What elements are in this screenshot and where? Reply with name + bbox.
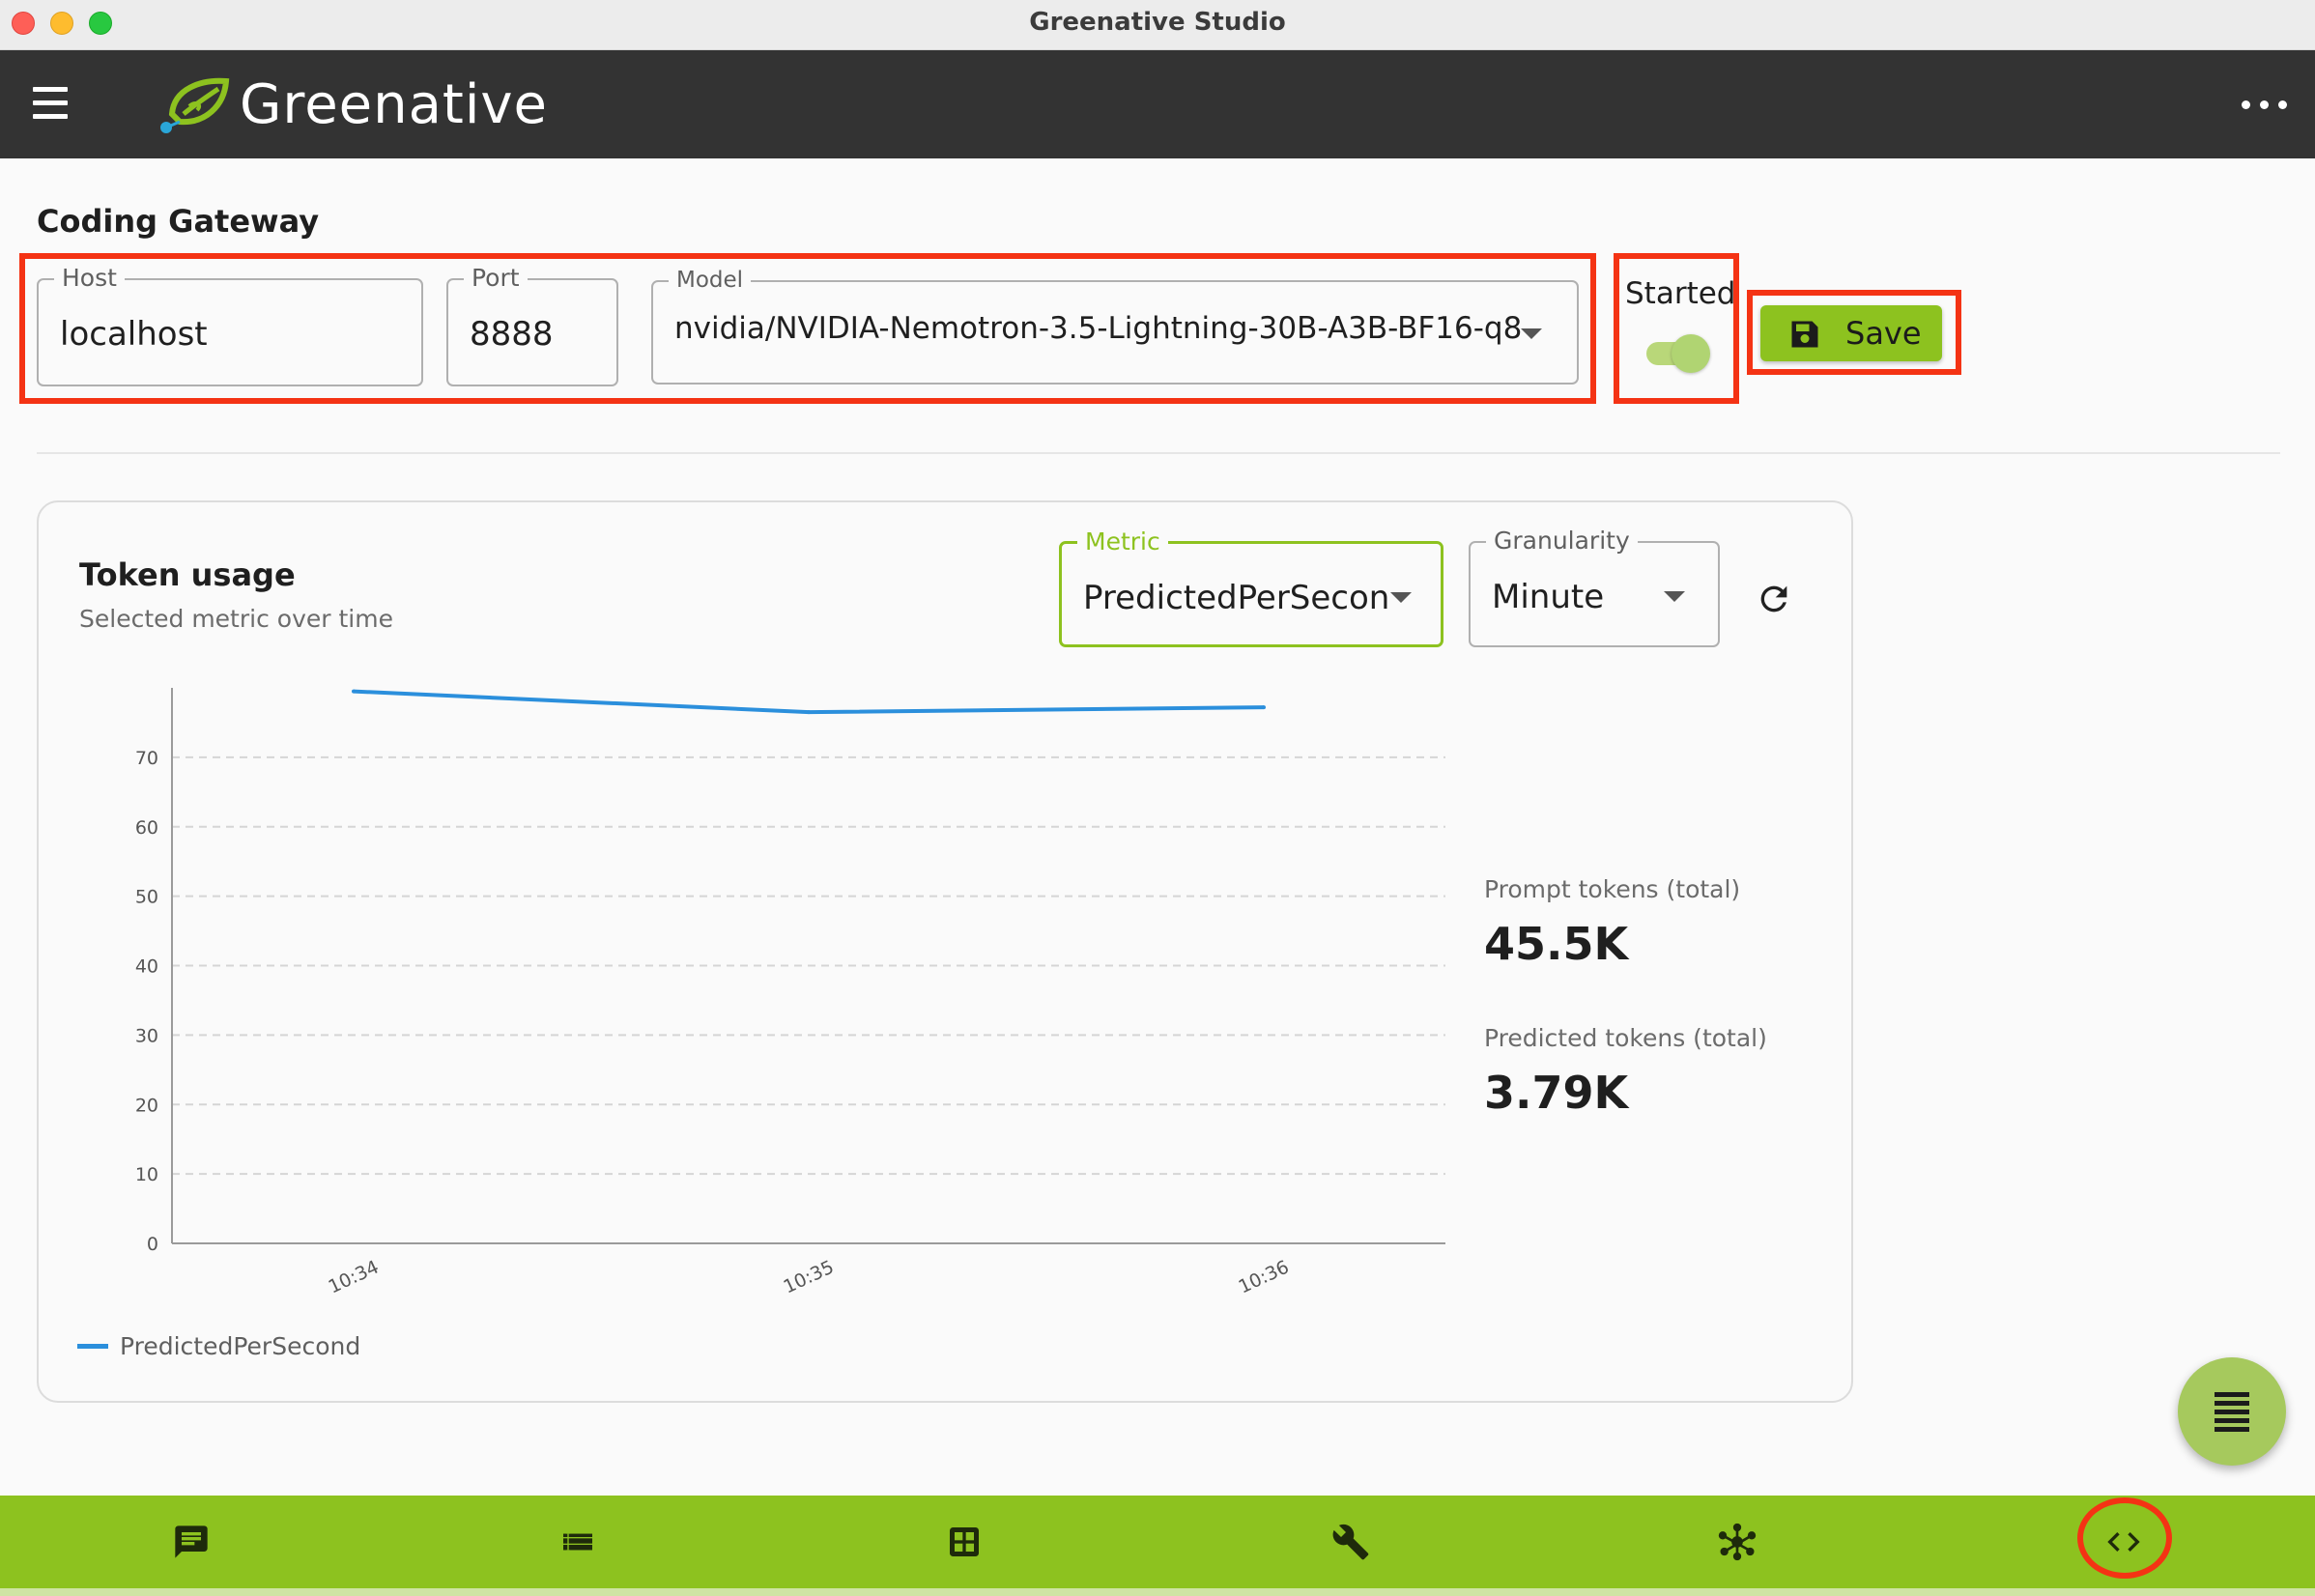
minimize-window-button[interactable] — [50, 12, 73, 35]
legend-label: PredictedPerSecond — [120, 1332, 361, 1360]
wrench-icon — [1332, 1524, 1369, 1560]
prompt-tokens-label: Prompt tokens (total) — [1484, 875, 1741, 903]
port-field-value[interactable]: 8888 — [470, 315, 554, 354]
bottom-strip — [0, 1588, 2315, 1596]
metric-select-value: PredictedPerSecon — [1083, 579, 1390, 617]
port-field[interactable]: Port 8888 — [446, 263, 618, 386]
section-divider — [37, 452, 2280, 454]
app-bar: Greenative — [0, 50, 2315, 158]
nav-list[interactable] — [520, 1496, 636, 1588]
window-titlebar: Greenative Studio — [0, 0, 2315, 50]
model-select[interactable]: Model nvidia/NVIDIA-Nemotron-3.5-Lightni… — [651, 265, 1579, 385]
log-list-fab[interactable] — [2178, 1357, 2286, 1466]
nav-network[interactable] — [1679, 1496, 1795, 1588]
metric-select[interactable]: Metric PredictedPerSecon — [1059, 527, 1443, 647]
network-icon — [1718, 1523, 1757, 1561]
close-window-button[interactable] — [12, 12, 35, 35]
greenative-logo — [160, 77, 230, 133]
maximize-window-button[interactable] — [89, 12, 112, 35]
legend-swatch — [77, 1344, 108, 1349]
predicted-tokens-label: Predicted tokens (total) — [1484, 1024, 1767, 1052]
model-select-label: Model — [669, 265, 752, 296]
save-button-label: Save — [1845, 315, 1922, 352]
chevron-down-icon — [1521, 328, 1542, 339]
highlight-started-toggle — [1614, 253, 1739, 404]
chat-icon — [175, 1525, 208, 1558]
metric-select-label: Metric — [1077, 527, 1168, 557]
more-horizontal-icon[interactable] — [2238, 93, 2292, 116]
card-subtitle: Selected metric over time — [79, 605, 393, 633]
started-toggle-knob[interactable] — [1672, 334, 1710, 373]
granularity-select-value: Minute — [1492, 578, 1605, 616]
grid-icon — [950, 1527, 979, 1556]
chevron-down-icon — [1664, 591, 1685, 602]
hamburger-menu-icon[interactable] — [25, 81, 79, 128]
bottom-navigation — [0, 1496, 2315, 1588]
started-label: Started — [1625, 276, 1736, 311]
list-icon — [563, 1533, 592, 1551]
chevron-down-icon — [1390, 592, 1412, 603]
nav-dashboard[interactable] — [906, 1496, 1022, 1588]
port-field-label: Port — [464, 263, 528, 294]
refresh-icon — [1760, 585, 1787, 613]
highlight-save-button — [1747, 290, 1961, 375]
nav-tools[interactable] — [1293, 1496, 1409, 1588]
window-title: Greenative Studio — [1029, 8, 1286, 37]
card-title: Token usage — [79, 556, 296, 593]
predicted-tokens-value: 3.79K — [1484, 1067, 1629, 1119]
token-usage-card: Token usage Selected metric over time — [37, 500, 1853, 1403]
granularity-select-label: Granularity — [1486, 526, 1638, 556]
highlight-code-nav — [2077, 1497, 2172, 1579]
save-button[interactable]: Save — [1760, 305, 1942, 361]
refresh-button[interactable] — [1739, 564, 1809, 634]
brand-name: Greenative — [240, 73, 549, 136]
prompt-tokens-value: 45.5K — [1484, 918, 1629, 970]
host-field-value[interactable]: localhost — [60, 315, 208, 354]
host-field-label: Host — [54, 263, 125, 294]
granularity-select[interactable]: Granularity Minute — [1469, 526, 1720, 647]
section-title: Coding Gateway — [37, 203, 320, 240]
nav-chat[interactable] — [133, 1496, 249, 1588]
highlight-config-fields — [19, 253, 1596, 404]
model-select-value: nvidia/NVIDIA-Nemotron-3.5-Lightning-30B… — [674, 311, 1523, 346]
host-field[interactable]: Host localhost — [37, 263, 423, 386]
floppy-disk-icon — [1791, 321, 1818, 348]
